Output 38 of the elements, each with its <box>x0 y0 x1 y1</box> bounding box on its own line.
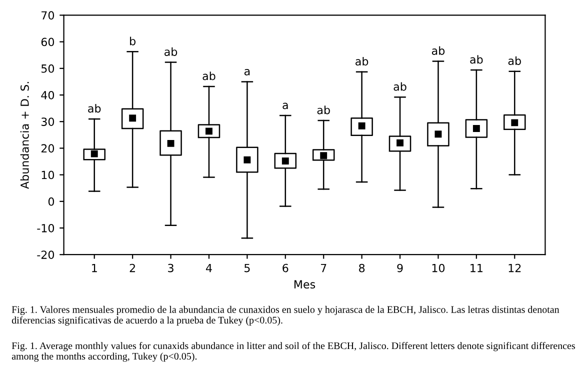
x-axis-title: Mes <box>294 280 316 289</box>
annotation: ab <box>202 72 216 80</box>
y-tick-label: 0 <box>48 197 54 206</box>
x-tick-label: 9 <box>397 264 403 272</box>
y-tick-label: 20 <box>41 144 54 153</box>
x-tick-label: 11 <box>470 264 482 272</box>
y-tick-label: 40 <box>41 90 54 100</box>
y-tick-label: 70 <box>42 11 54 20</box>
x-tick-label: 6 <box>282 264 288 272</box>
x-tick-label: 3 <box>168 264 174 272</box>
x-tick-label: 2 <box>130 264 135 272</box>
y-tick-label: -20 <box>37 250 54 259</box>
y-tick-label: 10 <box>42 170 54 180</box>
annotation: ab <box>394 82 406 91</box>
x-tick-label: 4 <box>206 264 212 272</box>
annotation: a <box>244 69 250 76</box>
annotation: b <box>130 36 136 46</box>
x-tick-label: 12 <box>508 264 521 272</box>
y-axis-title: Abundancia + D. S. <box>20 82 29 189</box>
annotation: ab <box>88 104 101 113</box>
annotation: ab <box>508 56 521 66</box>
y-tick-label: -10 <box>37 224 54 232</box>
annotation: ab <box>164 47 178 56</box>
caption: Fig. 1. Average monthly values for cunaxids abundance in litter and soil of the EBCH, Jalisco. Different letters denote significant differences among the months according, Tukey (p<0.05). <box>12 342 575 362</box>
y-tick-label: 30 <box>41 118 54 126</box>
y-tick-label: 50 <box>41 64 54 73</box>
x-tick-label: 5 <box>244 264 250 272</box>
annotation: ab <box>432 46 445 55</box>
annotation: a <box>282 102 288 110</box>
y-tick-label: 60 <box>41 38 54 46</box>
annotation: ab <box>356 56 368 66</box>
caption: Fig. 1. Valores mensuales promedio de la abundancia de cunaxidos en suelo y hojarasca de la EBCH, Jalisco. Las letras distintas denotan diferencias significativas de acuerdo a la prueba de Tukey (p<0.05). <box>12 306 560 326</box>
x-tick-label: 1 <box>92 264 97 272</box>
annotation: ab <box>317 106 330 114</box>
annotation: ab <box>470 55 483 64</box>
x-tick-label: 10 <box>432 264 445 272</box>
x-tick-label: 8 <box>359 264 365 272</box>
x-tick-label: 7 <box>320 264 326 272</box>
